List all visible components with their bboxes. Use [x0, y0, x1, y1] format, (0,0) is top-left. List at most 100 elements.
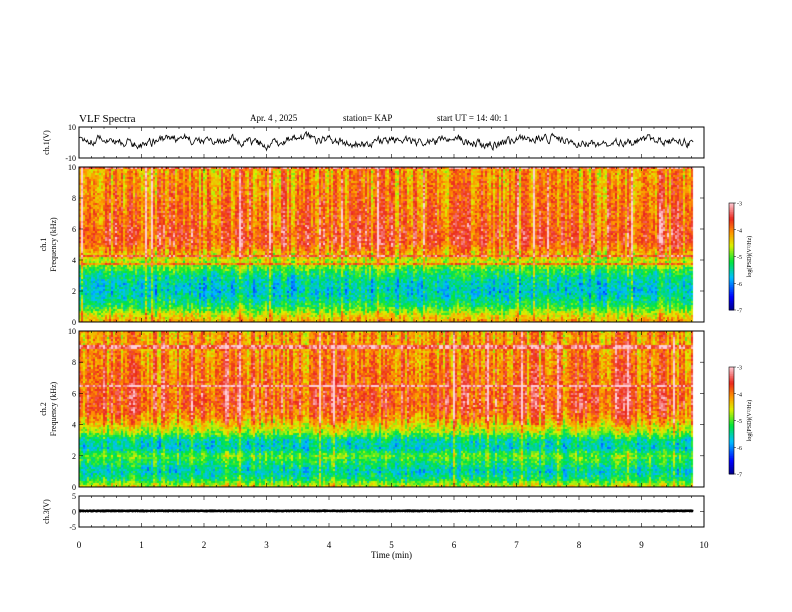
- colorbar-swatch: [729, 386, 734, 389]
- colorbar-swatch: [729, 470, 734, 473]
- colorbar-swatch: [729, 441, 734, 445]
- colorbar-swatch: [729, 274, 734, 277]
- colorbar-swatch: [729, 399, 734, 402]
- ch1-spectrogram-ytick-label: 8: [72, 194, 76, 203]
- ch2-spectrogram-ytick-label: 10: [68, 327, 76, 336]
- ch1-waveform-frame: [78, 126, 705, 159]
- colorbar-swatch: [729, 368, 734, 372]
- colorbar-swatch: [729, 372, 734, 375]
- colorbar-swatch: [729, 215, 734, 218]
- ch2-spectrogram-ylabel-frequency: Frequency (kHz): [49, 381, 58, 436]
- ch1-waveform-ytick-label: 10: [68, 123, 76, 132]
- colorbar-swatch: [729, 254, 734, 257]
- colorbar-swatch: [729, 415, 734, 418]
- colorbar-swatch: [729, 459, 734, 463]
- colorbar-swatch: [729, 408, 734, 411]
- ch2-spectrogram-ytick-label: 2: [72, 452, 76, 461]
- ch1-waveform-line: [78, 130, 694, 152]
- colorbar-swatch: [729, 270, 734, 274]
- colorbar-swatch: [729, 295, 734, 299]
- x-tick-label: 2: [202, 540, 207, 550]
- colorbar-swatch: [729, 395, 734, 398]
- colorbar-swatch: [729, 249, 734, 252]
- colorbar-swatch: [729, 224, 734, 227]
- colorbar-swatch: [729, 443, 734, 446]
- colorbar-swatch: [729, 413, 734, 416]
- colorbar-swatch: [729, 302, 734, 306]
- x-axis-label: Time (min): [371, 550, 412, 560]
- colorbar-tick-label: -7: [737, 309, 742, 315]
- colorbar-swatch: [729, 210, 734, 213]
- colorbar-swatch: [729, 267, 734, 270]
- x-tick-label: 1: [139, 540, 144, 550]
- figure-date: Apr. 4 , 2025: [250, 113, 298, 123]
- colorbar-swatch: [729, 203, 734, 206]
- colorbar-swatch: [729, 434, 734, 438]
- x-tick-label: 10: [700, 540, 710, 550]
- colorbar-swatch: [729, 457, 734, 461]
- ch1-spectrogram-ylabel-frequency: Frequency (kHz): [49, 217, 58, 272]
- ch2-spectrogram-ytick-label: 6: [72, 389, 76, 398]
- colorbar-swatch: [729, 431, 734, 434]
- colorbar-swatch: [729, 390, 734, 393]
- x-tick-label: 6: [452, 540, 457, 550]
- colorbar-swatch: [729, 222, 734, 225]
- colorbar-swatch: [729, 260, 734, 263]
- colorbar-swatch: [729, 245, 734, 249]
- colorbar-swatch: [729, 388, 734, 391]
- colorbar-swatch: [729, 217, 734, 220]
- colorbar-swatch: [729, 304, 734, 307]
- colorbar-swatch: [729, 447, 734, 450]
- ch1-waveform-ytick-label: -10: [65, 154, 76, 163]
- figure-station: station= KAP: [343, 113, 393, 123]
- colorbar-swatch: [729, 306, 734, 309]
- colorbar-swatch: [729, 438, 734, 441]
- colorbar-swatch: [729, 425, 734, 429]
- colorbar-swatch: [729, 374, 734, 377]
- x-tick-label: 8: [577, 540, 582, 550]
- colorbar-swatch: [729, 226, 734, 229]
- ch1-spectrogram-ytick-label: 0: [72, 318, 76, 327]
- colorbar-swatch: [729, 424, 734, 427]
- colorbar-swatch: [729, 468, 734, 471]
- colorbar-swatch: [729, 263, 734, 266]
- colorbar-swatch: [729, 286, 734, 290]
- colorbar-swatch: [729, 456, 734, 459]
- colorbar-swatch: [729, 258, 734, 261]
- colorbar-swatch: [729, 272, 734, 275]
- colorbar-swatch: [729, 220, 734, 224]
- ch3-waveform-ylabel: ch.3(V): [42, 499, 51, 524]
- colorbar-tick-label: -3: [737, 366, 742, 372]
- colorbar-swatch: [729, 277, 734, 281]
- colorbar-swatch: [729, 416, 734, 420]
- ch1-spectrogram-ylabel-channel: ch.1: [39, 238, 48, 252]
- colorbar-swatch: [729, 204, 734, 208]
- colorbar-swatch: [729, 466, 734, 470]
- colorbar-swatch: [729, 281, 734, 284]
- colorbar-swatch: [729, 242, 734, 245]
- colorbar-swatch: [729, 402, 734, 405]
- colorbar-swatch: [729, 265, 734, 268]
- colorbar-swatch: [729, 461, 734, 464]
- colorbar-swatch: [729, 240, 734, 243]
- figure-start-time: start UT = 14: 40: 1: [437, 113, 509, 123]
- colorbar-swatch: [729, 247, 734, 250]
- colorbar-swatch: [729, 244, 734, 247]
- colorbar-swatch: [729, 219, 734, 222]
- colorbar-swatch: [729, 400, 734, 404]
- colorbar-swatch: [729, 235, 734, 238]
- x-tick-label: 3: [264, 540, 269, 550]
- colorbar-swatch: [729, 301, 734, 304]
- colorbar-swatch: [729, 299, 734, 302]
- x-tick-label: 7: [514, 540, 519, 550]
- colorbar-swatch: [729, 370, 734, 373]
- colorbar-swatch: [729, 440, 734, 443]
- colorbar-swatch: [729, 449, 734, 452]
- colorbar-swatch: [729, 292, 734, 295]
- colorbar-tick-label: -4: [737, 392, 742, 398]
- colorbar-swatch: [729, 384, 734, 388]
- colorbar-swatch: [729, 406, 734, 409]
- colorbar-swatch: [729, 285, 734, 288]
- ch3-waveform-ytick-label: 5: [72, 492, 76, 501]
